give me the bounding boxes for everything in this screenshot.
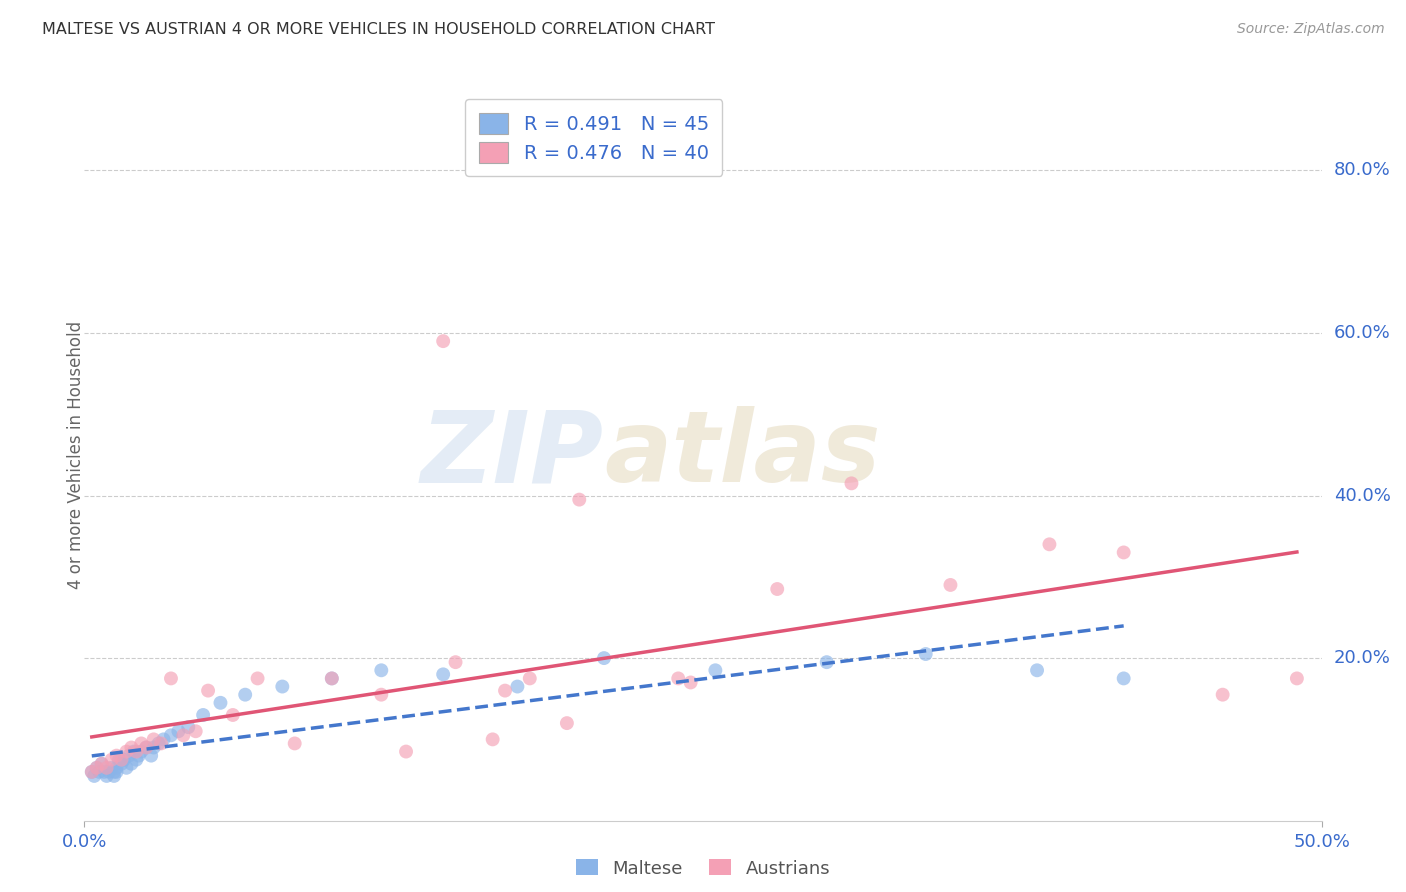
Point <box>98 764 121 779</box>
Point <box>96 761 118 775</box>
Point <box>370 688 392 702</box>
Point <box>105 748 128 763</box>
Point <box>112 753 135 767</box>
Point <box>129 745 152 759</box>
Point <box>128 748 150 763</box>
Point <box>141 748 163 763</box>
Point <box>432 334 454 348</box>
Point <box>142 732 165 747</box>
Point <box>100 753 122 767</box>
Point <box>89 764 111 779</box>
Point <box>135 740 157 755</box>
Point <box>120 756 142 771</box>
Text: 80.0%: 80.0% <box>1334 161 1391 179</box>
Point <box>96 769 118 783</box>
Text: atlas: atlas <box>605 407 880 503</box>
Point <box>1112 672 1135 686</box>
Point <box>444 655 467 669</box>
Point <box>160 728 183 742</box>
Point <box>103 769 125 783</box>
Point <box>86 761 108 775</box>
Point <box>1112 545 1135 559</box>
Point <box>432 667 454 681</box>
Point <box>914 647 936 661</box>
Point <box>209 696 232 710</box>
Point <box>103 764 125 779</box>
Point <box>150 736 173 750</box>
Point <box>481 732 503 747</box>
Point <box>118 748 141 763</box>
Y-axis label: 4 or more Vehicles in Household: 4 or more Vehicles in Household <box>67 321 84 589</box>
Legend: Maltese, Austrians: Maltese, Austrians <box>568 852 838 885</box>
Point <box>177 720 200 734</box>
Point <box>152 732 174 747</box>
Point <box>271 680 294 694</box>
Point <box>129 736 152 750</box>
Point <box>191 708 214 723</box>
Point <box>100 761 122 775</box>
Point <box>172 728 194 742</box>
Point <box>666 672 689 686</box>
Point <box>246 672 269 686</box>
Text: Source: ZipAtlas.com: Source: ZipAtlas.com <box>1237 22 1385 37</box>
Point <box>80 764 103 779</box>
Point <box>135 740 157 755</box>
Point <box>1212 688 1234 702</box>
Point <box>83 769 105 783</box>
Point <box>593 651 616 665</box>
Point <box>80 764 103 779</box>
Point <box>105 761 128 775</box>
Point <box>568 492 591 507</box>
Point <box>506 680 529 694</box>
Point <box>939 578 962 592</box>
Point <box>679 675 702 690</box>
Point <box>233 688 256 702</box>
Point <box>321 672 343 686</box>
Point <box>125 753 148 767</box>
Point <box>184 724 207 739</box>
Point <box>90 756 112 771</box>
Point <box>1026 663 1049 677</box>
Point <box>86 761 108 775</box>
Point <box>841 476 863 491</box>
Point <box>766 582 789 596</box>
Point <box>519 672 541 686</box>
Point <box>1285 672 1308 686</box>
Point <box>395 745 418 759</box>
Point <box>110 756 132 771</box>
Point <box>110 753 132 767</box>
Point <box>284 736 307 750</box>
Point <box>555 716 578 731</box>
Point <box>160 672 183 686</box>
Point <box>115 761 138 775</box>
Point <box>222 708 245 723</box>
Text: 60.0%: 60.0% <box>1334 324 1391 342</box>
Point <box>115 745 138 759</box>
Point <box>321 672 343 686</box>
Point <box>142 740 165 755</box>
Point <box>815 655 838 669</box>
Point <box>93 764 115 779</box>
Point <box>167 724 190 739</box>
Point <box>370 663 392 677</box>
Text: ZIP: ZIP <box>420 407 605 503</box>
Point <box>1038 537 1060 551</box>
Text: 20.0%: 20.0% <box>1334 649 1391 667</box>
Point <box>105 764 128 779</box>
Point <box>90 756 112 771</box>
Text: MALTESE VS AUSTRIAN 4 OR MORE VEHICLES IN HOUSEHOLD CORRELATION CHART: MALTESE VS AUSTRIAN 4 OR MORE VEHICLES I… <box>42 22 716 37</box>
Point <box>197 683 219 698</box>
Point <box>494 683 516 698</box>
Point <box>704 663 727 677</box>
Point <box>122 745 145 759</box>
Point <box>120 740 142 755</box>
Point <box>108 753 131 767</box>
Text: 40.0%: 40.0% <box>1334 486 1391 505</box>
Point <box>125 745 148 759</box>
Point <box>148 736 170 750</box>
